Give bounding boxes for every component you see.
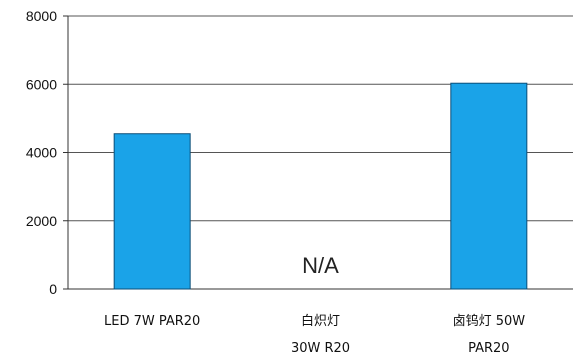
x-category-label: 30W R20	[291, 341, 350, 356]
x-category-label: PAR20	[468, 341, 509, 356]
x-category-label: 卤钨灯 50W	[453, 313, 526, 329]
y-tick-label: 4000	[26, 145, 57, 161]
bars	[113, 82, 528, 290]
y-tick-label: 8000	[26, 8, 57, 24]
x-category-label: LED 7W PAR20	[104, 314, 200, 329]
na-annotation: N/A	[302, 253, 339, 278]
bar	[113, 133, 191, 290]
bar	[450, 82, 528, 290]
y-tick-labels: 0 2000 4000 6000 8000	[26, 8, 57, 297]
y-tick-label: 6000	[26, 76, 57, 92]
x-category-label: 白炽灯	[301, 313, 340, 329]
annotations: N/A	[302, 253, 339, 278]
y-tick-label: 0	[49, 281, 57, 297]
y-tick-label: 2000	[26, 213, 57, 229]
x-category-labels: LED 7W PAR20 白炽灯 30W R20 卤钨灯 50W PAR20	[104, 313, 525, 356]
